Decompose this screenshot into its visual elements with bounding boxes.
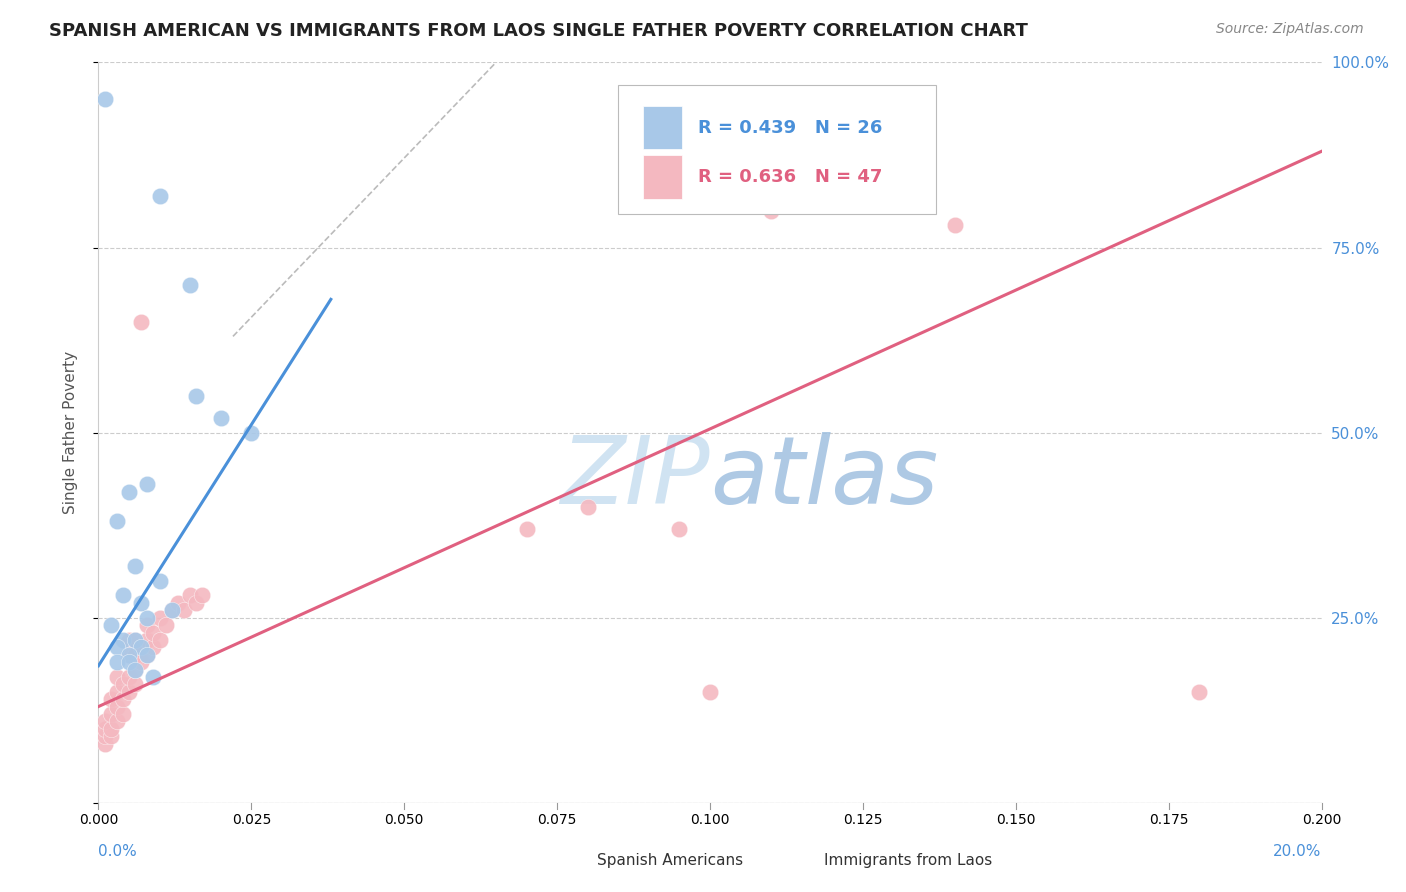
Point [167,596,190,610]
Point [111,632,134,647]
Point [136,610,159,624]
Point [142,625,165,640]
Point [100,706,122,721]
Point [129,655,152,669]
Point [93,92,115,106]
Text: SPANISH AMERICAN VS IMMIGRANTS FROM LAOS SINGLE FATHER POVERTY CORRELATION CHART: SPANISH AMERICAN VS IMMIGRANTS FROM LAOS… [49,22,1028,40]
Point [699,685,721,699]
Text: R = 0.636   N = 47: R = 0.636 N = 47 [697,169,882,186]
Text: Source: ZipAtlas.com: Source: ZipAtlas.com [1216,22,1364,37]
Point [186,388,208,402]
Point [105,699,128,714]
Point [118,648,141,662]
Point [129,640,152,655]
Point [209,410,232,425]
Point [149,610,172,624]
Point [129,640,152,655]
Point [124,558,146,573]
Point [576,500,599,514]
Point [118,655,141,669]
Point [155,618,177,632]
Point [124,663,146,677]
FancyBboxPatch shape [643,155,682,199]
Point [173,603,195,617]
Point [160,603,183,617]
Point [136,477,159,491]
Text: Spanish Americans: Spanish Americans [598,853,744,868]
Text: R = 0.439   N = 26: R = 0.439 N = 26 [697,119,882,136]
Point [668,522,690,536]
Point [118,484,141,499]
Point [124,663,146,677]
Point [136,632,159,647]
Point [136,648,159,662]
Point [124,632,146,647]
Point [93,729,115,743]
FancyBboxPatch shape [619,85,936,214]
Point [179,277,201,292]
Point [105,670,128,684]
Point [1188,685,1211,699]
Point [142,670,165,684]
Point [149,188,172,202]
Point [191,589,214,603]
Y-axis label: Single Father Poverty: Single Father Poverty [63,351,77,514]
Point [136,618,159,632]
Point [118,632,141,647]
Point [149,574,172,588]
Point [142,640,165,655]
Point [129,314,152,328]
Point [943,219,966,233]
Point [105,515,128,529]
Point [160,603,183,617]
Point [240,425,263,440]
Point [111,692,134,706]
Point [93,722,115,736]
Text: atlas: atlas [710,432,938,523]
Point [93,737,115,751]
Point [93,714,115,729]
FancyBboxPatch shape [787,848,818,873]
Point [149,632,172,647]
Point [111,706,134,721]
Point [118,670,141,684]
Point [100,722,122,736]
Point [118,648,141,662]
Point [124,648,146,662]
Point [186,596,208,610]
Text: 0.0%: 0.0% [98,844,138,858]
Point [124,632,146,647]
Point [179,589,201,603]
Point [111,677,134,691]
Point [129,596,152,610]
Point [124,677,146,691]
Point [105,714,128,729]
Point [118,685,141,699]
Point [105,655,128,669]
Text: 20.0%: 20.0% [1274,844,1322,858]
Point [100,618,122,632]
Point [136,648,159,662]
Text: Immigrants from Laos: Immigrants from Laos [824,853,993,868]
FancyBboxPatch shape [643,106,682,150]
Point [759,203,782,218]
FancyBboxPatch shape [561,848,592,873]
Point [516,522,538,536]
Point [111,589,134,603]
Text: ZIP: ZIP [561,432,710,523]
Point [105,640,128,655]
Point [100,692,122,706]
Point [105,685,128,699]
Point [100,729,122,743]
